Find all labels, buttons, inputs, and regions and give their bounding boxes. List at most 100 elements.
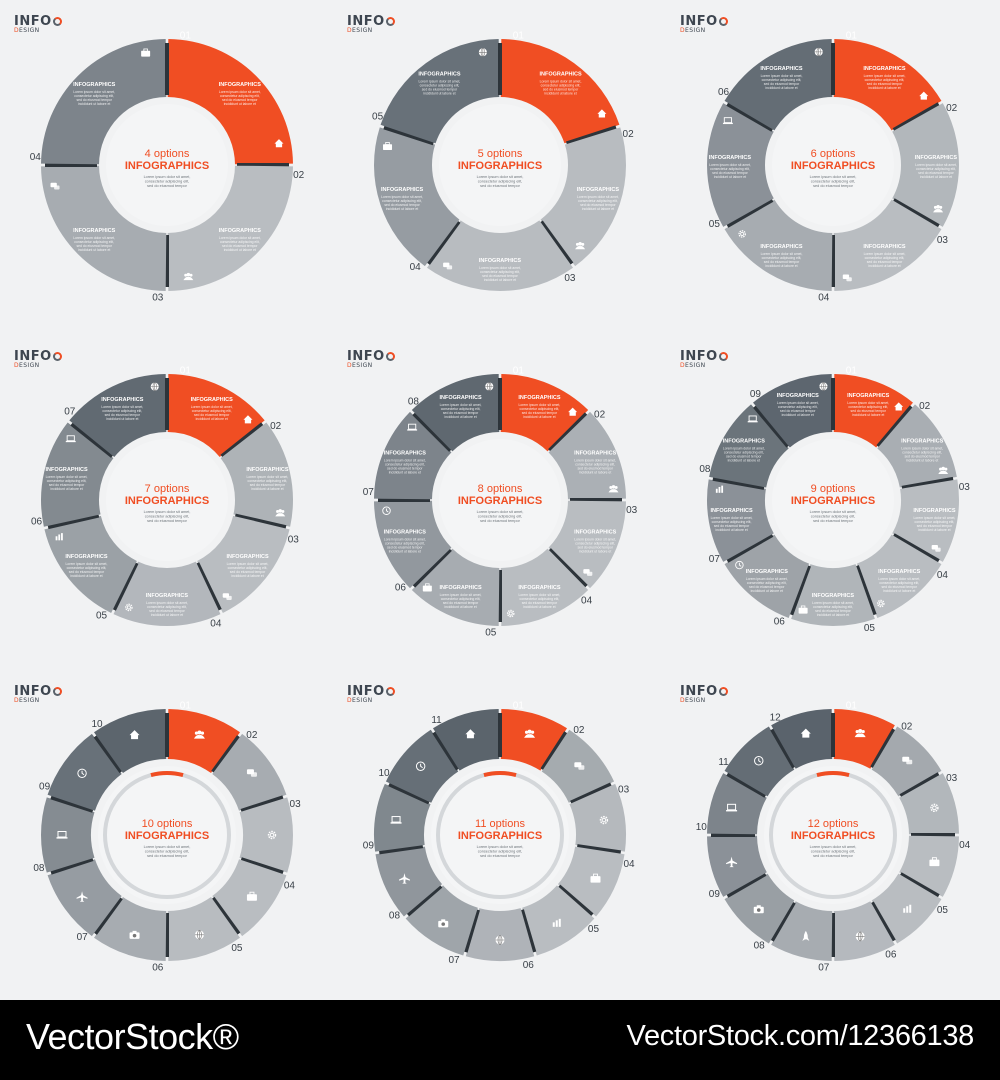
segment-description: consectetur adipiscing elit,: [441, 407, 481, 411]
segment-description: Lorem ipsum dolor sit amet,: [914, 516, 956, 520]
segment-number: 05: [864, 623, 876, 634]
segment-title: INFOGRAPHICS: [915, 155, 958, 161]
center-description: Lorem ipsum dolor sit amet,: [810, 510, 857, 514]
segment-description: Lorem ipsum dolor sit amet,: [761, 252, 803, 256]
segment-title: INFOGRAPHICS: [878, 569, 921, 575]
segment-description: consectetur adipiscing elit,: [813, 605, 853, 609]
segment-number: 10: [378, 768, 390, 779]
segment-title: INFOGRAPHICS: [45, 467, 88, 473]
segment-04: 04: [211, 859, 296, 937]
people-icon: [193, 730, 205, 739]
segment-description: Lorem ipsum dolor sit amet,: [901, 447, 943, 451]
center-ring-accent: [816, 771, 850, 778]
segment-06: 06 INFOGRAPHICS Lorem ipsum dolor sit amet…: [718, 39, 835, 131]
segment-description: Lorem ipsum dolor sit amet,: [915, 163, 957, 167]
segment-number: 05: [937, 905, 949, 916]
laptop-icon: [722, 117, 733, 125]
segment-number: 06: [152, 963, 164, 974]
globe-icon: [150, 382, 159, 391]
segment-description: incididunt ut labore et: [714, 175, 746, 179]
segment-05: 05 INFOGRAPHICS Lorem ipsum dolor sit amet…: [372, 39, 502, 144]
segment-11: 11: [431, 709, 502, 771]
segment-description: incididunt ut labore et: [224, 102, 256, 106]
segment-number: 06: [718, 87, 730, 98]
segment-07: 07: [47, 857, 122, 943]
segment-description: Lorem ipsum dolor sit amet,: [384, 459, 426, 463]
segment-description: incididunt ut labore et: [906, 459, 938, 463]
segment-title: INFOGRAPHICS: [226, 554, 269, 560]
segment-number: 03: [946, 773, 958, 784]
logo-ring-icon: [718, 687, 728, 696]
center-description: Lorem ipsum dolor sit amet,: [810, 175, 857, 179]
segment-description: consectetur adipiscing elit,: [47, 479, 87, 483]
briefcase-icon: [422, 583, 432, 592]
brand-logo-text: INFO: [347, 349, 385, 364]
segment-number: 02: [573, 725, 585, 736]
segment-03: 03: [569, 783, 630, 855]
segment-description: Lorem ipsum dolor sit amet,: [518, 593, 560, 597]
option-count-label: 11 options: [475, 818, 525, 830]
segment-07: 07: [405, 884, 478, 966]
segment-description: incididunt ut labore et: [70, 574, 102, 578]
chat-icon: [931, 544, 941, 552]
segment-description: consectetur adipiscing elit,: [248, 479, 288, 483]
segment-08: 08: [724, 872, 795, 951]
center-disc: [772, 104, 894, 226]
segment-05: 05 INFOGRAPHICS Lorem ipsum dolor sit amet…: [411, 548, 500, 639]
center-description: consectetur adipiscing elit,: [145, 515, 190, 519]
segment-description: sed do eiusmod tempor: [76, 244, 112, 248]
center-description: consectetur adipiscing elit,: [811, 180, 856, 184]
logo-ring-icon: [718, 17, 728, 26]
segment-number: 03: [937, 235, 949, 246]
segment-description: Lorem ipsum dolor sit amet,: [440, 593, 482, 597]
segment-description: sed do eiusmod tempor: [522, 411, 558, 415]
segment-description: consectetur adipiscing elit,: [192, 409, 232, 413]
center-description: sed do eiusmod tempor: [480, 519, 520, 523]
segment-description: sed do eiusmod tempor: [194, 413, 230, 417]
segment-description: Lorem ipsum dolor sit amet,: [761, 74, 803, 78]
segment-number: 06: [885, 950, 897, 961]
segment-title: INFOGRAPHICS: [479, 258, 522, 264]
segment-number: 01: [180, 700, 192, 711]
gear-icon: [738, 230, 746, 238]
home-icon: [568, 407, 578, 416]
chat-icon: [902, 756, 913, 765]
segment-description: sed do eiusmod tempor: [482, 274, 518, 278]
segment-06: 06: [93, 896, 167, 974]
center-description: sed do eiusmod tempor: [813, 519, 853, 523]
globe-icon: [855, 931, 865, 942]
segment-description: Lorem ipsum dolor sit amet,: [479, 266, 521, 270]
segment-description: sed do eiusmod tempor: [222, 98, 258, 102]
home-icon: [919, 91, 929, 100]
logo-ring-icon: [385, 687, 395, 696]
people-icon: [524, 729, 536, 738]
segment-description: incididunt ut labore et: [817, 613, 849, 617]
segment-description: Lorem ipsum dolor sit amet,: [191, 405, 233, 409]
segment-01: 01: [167, 700, 241, 774]
infographic-4-options: INFO DESIGN 01 INFOGRAPHICS Lorem ipsum dolo…: [0, 0, 333, 333]
segment-description: incididunt ut labore et: [78, 248, 110, 252]
infographic-11-options: INFO DESIGN 01 02 03 04 05 06 07 08 09 10 11 11 optio…: [333, 670, 666, 1003]
briefcase-icon: [246, 891, 257, 901]
segment-09: 09: [39, 733, 123, 811]
center-title: INFOGRAPHICS: [458, 160, 542, 172]
center-disc: [439, 104, 561, 226]
infographic-10-options: INFO DESIGN 01 02 03 04 05 06 07 08 09 10 10 options…: [0, 670, 333, 1003]
segment-01: 01 INFOGRAPHICS Lorem ipsum dolor sit amet…: [833, 30, 942, 132]
segment-number: 07: [64, 407, 76, 418]
globe-icon: [814, 47, 823, 57]
option-count-label: 7 options: [145, 483, 190, 495]
brand-logo: INFO DESIGN: [680, 10, 728, 34]
segment-number: 04: [284, 880, 296, 891]
segment-number: 02: [293, 170, 305, 181]
brand-logo-sub: DESIGN: [347, 697, 373, 704]
segment-08: 08 INFOGRAPHICS Lorem ipsum dolor sit amet…: [408, 374, 502, 452]
option-count-label: 4 options: [145, 148, 190, 160]
rocket-icon: [802, 930, 810, 941]
center-description: consectetur adipiscing elit,: [145, 180, 190, 184]
brand-logo: INFO DESIGN: [680, 680, 728, 704]
segment-number: 09: [709, 889, 721, 900]
segment-description: incididunt ut labore et: [389, 549, 421, 553]
segment-01: 01 INFOGRAPHICS Lorem ipsum dolor sit amet…: [167, 365, 265, 458]
segment-description: sed do eiusmod tempor: [387, 545, 423, 549]
